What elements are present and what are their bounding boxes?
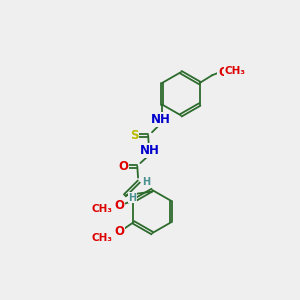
Text: NH: NH (151, 113, 170, 126)
Text: CH₃: CH₃ (225, 66, 246, 76)
Text: H: H (129, 193, 137, 203)
Text: O: O (118, 160, 128, 172)
Text: O: O (115, 225, 124, 238)
Text: S: S (130, 129, 138, 142)
Text: O: O (115, 199, 124, 212)
Text: CH₃: CH₃ (92, 204, 113, 214)
Text: CH₃: CH₃ (92, 233, 113, 243)
Text: O: O (218, 66, 228, 79)
Text: H: H (142, 176, 151, 187)
Text: NH: NH (140, 144, 160, 157)
